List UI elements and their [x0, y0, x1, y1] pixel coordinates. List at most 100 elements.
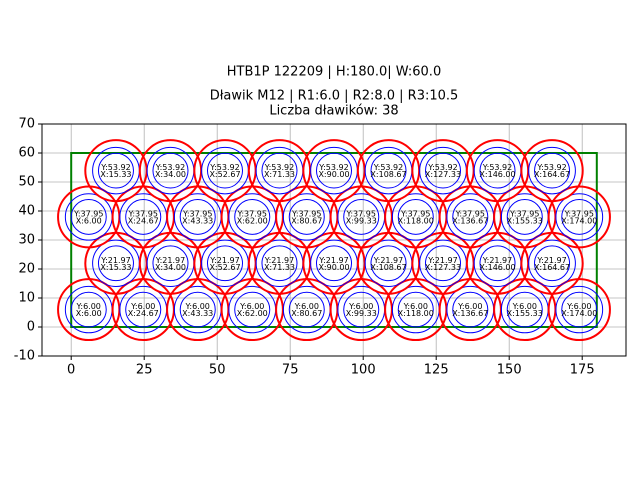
y-label: Y:21.97 [209, 256, 239, 265]
x-label: X:43.33 [182, 216, 213, 225]
y-label: Y:21.97 [100, 256, 130, 265]
x-tick-label: 150 [497, 363, 522, 378]
y-label: Y:37.95 [291, 209, 321, 218]
gland-circle [288, 291, 325, 328]
x-label: X:90.00 [318, 170, 349, 179]
x-label: X:127.33 [425, 170, 461, 179]
gland-circle [534, 152, 571, 189]
y-label: Y:6.00 [239, 302, 264, 311]
x-label: X:164.67 [534, 263, 570, 272]
x-tick-label: 75 [282, 363, 299, 378]
gland-circle [528, 239, 576, 287]
y-label: Y:6.00 [512, 302, 537, 311]
y-label: Y:53.92 [155, 163, 185, 172]
x-label: X:118.00 [398, 309, 434, 318]
x-label: X:108.67 [370, 263, 406, 272]
gland-circle [343, 291, 380, 328]
x-label: X:24.67 [128, 309, 159, 318]
gland-circle [261, 245, 298, 282]
gland-circle [424, 245, 462, 282]
x-label: X:52.67 [209, 170, 240, 179]
y-label: Y:53.92 [264, 163, 294, 172]
x-label: X:136.67 [452, 216, 488, 225]
y-label: Y:6.00 [76, 302, 101, 311]
gland-circle [370, 245, 407, 282]
y-label: Y:21.97 [318, 256, 348, 265]
y-label: Y:21.97 [373, 256, 403, 265]
x-label: X:71.33 [264, 263, 295, 272]
gland-circle [288, 199, 325, 235]
gland-circle [534, 245, 571, 282]
y-tick-label: 40 [18, 204, 35, 219]
x-label: X:15.33 [100, 263, 131, 272]
gland-circle [506, 199, 543, 235]
y-label: Y:21.97 [536, 256, 566, 265]
gland-circle [179, 199, 216, 235]
x-label: X:99.33 [346, 216, 377, 225]
y-label: Y:6.00 [294, 302, 319, 311]
x-label: X:108.67 [370, 170, 406, 179]
gland-circle [452, 199, 489, 235]
y-label: Y:37.95 [182, 209, 212, 218]
x-label: X:99.33 [346, 309, 377, 318]
y-label: Y:6.00 [185, 302, 210, 311]
x-tick-label: 100 [351, 363, 376, 378]
y-label: Y:37.95 [128, 209, 158, 218]
gland-circle [370, 152, 407, 189]
y-tick-label: 60 [18, 146, 35, 161]
x-label: X:24.67 [128, 216, 159, 225]
gland-circle [555, 193, 604, 241]
gland-circle [506, 291, 543, 328]
x-label: X:155.33 [507, 216, 543, 225]
y-tick-label: 30 [18, 233, 35, 248]
gland-circle [234, 199, 271, 235]
y-label: Y:37.95 [509, 209, 539, 218]
x-label: X:6.00 [76, 216, 102, 225]
gland-circle [343, 199, 380, 235]
x-tick-label: 50 [209, 363, 226, 378]
gland-circle [234, 291, 271, 328]
x-label: X:80.67 [291, 309, 322, 318]
gland-circle [179, 291, 216, 328]
y-tick-label: 70 [18, 117, 35, 132]
plot-frame [41, 123, 627, 357]
y-tick-label: 20 [18, 262, 35, 277]
chart-title: Liczba dławików: 38 [269, 104, 398, 119]
y-label: Y:53.92 [373, 163, 403, 172]
gland-circle [555, 285, 604, 334]
x-label: X:80.67 [291, 216, 322, 225]
x-tick-label: 175 [570, 363, 595, 378]
chart-title: HTB1P 122209 | H:180.0| W:60.0 [227, 65, 441, 80]
y-label: Y:6.00 [457, 302, 482, 311]
y-label: Y:21.97 [264, 256, 294, 265]
x-label: X:34.00 [155, 263, 186, 272]
y-label: Y:6.00 [403, 302, 428, 311]
x-label: X:164.67 [534, 170, 570, 179]
y-label: Y:53.92 [209, 163, 239, 172]
y-tick-label: 50 [18, 175, 35, 190]
x-tick-label: 25 [136, 363, 153, 378]
x-label: X:174.00 [561, 309, 597, 318]
gland-circle [206, 245, 244, 282]
gland-circle [528, 146, 576, 195]
y-label: Y:37.95 [455, 209, 485, 218]
x-label: X:90.00 [318, 263, 349, 272]
y-label: Y:6.00 [566, 302, 591, 311]
x-tick-label: 0 [67, 363, 75, 378]
y-label: Y:53.92 [536, 163, 566, 172]
gland-circle [561, 291, 598, 328]
x-label: X:146.00 [479, 170, 515, 179]
y-label: Y:53.92 [100, 163, 130, 172]
y-label: Y:21.97 [427, 256, 457, 265]
x-label: X:136.67 [452, 309, 488, 318]
x-label: X:62.00 [237, 216, 268, 225]
x-label: X:43.33 [182, 309, 213, 318]
gland-circle [561, 199, 598, 235]
gland-circle [520, 139, 584, 203]
y-tick-label: -10 [14, 349, 35, 364]
gland-circle [97, 245, 134, 282]
x-label: X:15.33 [100, 170, 131, 179]
gland-circle [97, 152, 134, 189]
x-label: X:155.33 [507, 309, 543, 318]
y-label: Y:6.00 [348, 302, 373, 311]
